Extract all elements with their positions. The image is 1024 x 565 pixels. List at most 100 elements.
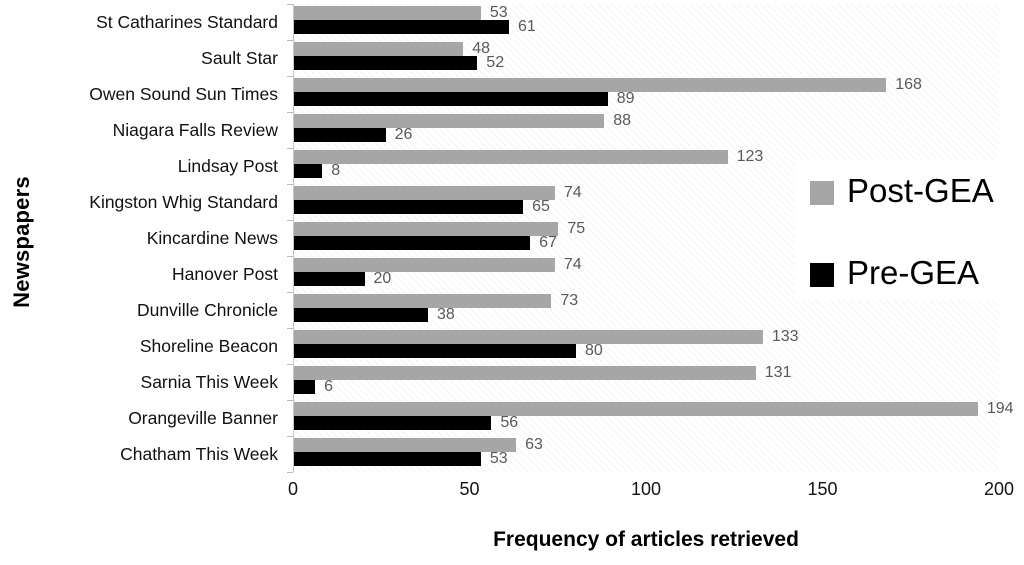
category-label: Hanover Post (171, 263, 278, 284)
bar-value-label: 89 (616, 90, 635, 107)
bar-value-label: 75 (567, 220, 586, 237)
legend-item-pre-gea: Pre-GEA (810, 254, 994, 292)
bar-line-post-gea: 133 (294, 328, 999, 345)
x-axis-tick-label: 0 (287, 479, 299, 499)
pre-gea-bar (294, 56, 478, 70)
category-label: Sarnia This Week (140, 371, 278, 392)
bar-value-label: 168 (895, 76, 922, 93)
bar-value-label: 73 (560, 292, 579, 309)
y-axis-tick-mark (287, 40, 293, 41)
y-axis-tick-mark (287, 436, 293, 437)
bar-line-pre-gea: 53 (294, 450, 999, 467)
bar-row: 73 38 (294, 292, 999, 328)
post-gea-bar (294, 42, 464, 56)
bar-line-post-gea: 75 (294, 220, 999, 237)
bar-value-label: 80 (585, 342, 603, 359)
post-gea-bar (294, 402, 978, 416)
bar-value-label: 53 (489, 4, 508, 21)
pre-gea-bar (294, 452, 481, 466)
bar-value-label: 133 (771, 328, 799, 345)
x-axis-tick-label: 100 (630, 479, 662, 499)
bar-value-label: 74 (563, 256, 582, 273)
bar-row: 74 65 (294, 184, 999, 220)
category-label: St Catharines Standard (96, 11, 278, 32)
legend: Post-GEA Pre-GEA (810, 172, 994, 292)
pre-gea-bar (294, 308, 428, 322)
category-label: Shoreline Beacon (139, 335, 278, 356)
bar-value-label: 38 (436, 306, 455, 323)
bar-row: 88 26 (294, 112, 999, 148)
category-label: Chatham This Week (120, 443, 278, 464)
bar-line-post-gea: 131 (294, 364, 999, 381)
bar-value-label: 131 (764, 364, 792, 381)
category-label: Dunville Chronicle (136, 299, 278, 320)
category-label: Lindsay Post (177, 155, 278, 176)
category-label: Kincardine News (146, 227, 278, 248)
y-axis-tick-mark (287, 112, 293, 113)
post-gea-bar (294, 258, 555, 272)
bar-value-label: 48 (472, 40, 490, 57)
pre-gea-bar (294, 416, 492, 430)
bar-line-pre-gea: 38 (294, 306, 999, 323)
bar-line-pre-gea: 8 (294, 163, 999, 179)
bar-row: 63 53 (294, 436, 999, 472)
y-axis-tick-mark (287, 292, 293, 293)
bar-line-pre-gea: 52 (294, 54, 999, 71)
bar-line-pre-gea: 26 (294, 126, 999, 143)
bar-line-post-gea: 53 (294, 4, 999, 21)
post-gea-bar (294, 150, 728, 164)
bar-row: 75 67 (294, 220, 999, 256)
post-gea-bar (294, 114, 605, 128)
post-gea-swatch-icon (810, 180, 834, 205)
bar-line-pre-gea: 67 (294, 234, 999, 251)
y-axis-tick-mark (287, 220, 293, 221)
post-gea-bar (294, 78, 887, 92)
pre-gea-bar (294, 272, 365, 286)
pre-gea-bar (294, 236, 531, 250)
bar-value-label: 52 (486, 54, 505, 71)
bar-row: 131 6 (294, 364, 999, 400)
bar-line-post-gea: 168 (294, 76, 999, 93)
bar-line-pre-gea: 6 (294, 379, 999, 395)
bar-line-post-gea: 48 (294, 40, 999, 57)
legend-label: Post-GEA (847, 172, 994, 209)
bar-value-label: 53 (489, 450, 508, 467)
bar-row: 123 8 (294, 148, 999, 184)
bar-line-post-gea: 74 (294, 256, 999, 273)
legend-item-post-gea: Post-GEA (810, 172, 994, 210)
x-axis-tick-label: 200 (983, 479, 1015, 499)
category-label: Owen Sound Sun Times (89, 83, 278, 104)
bar-row: 168 89 (294, 76, 999, 112)
post-gea-bar (294, 330, 763, 344)
category-labels: St Catharines Standard Sault Star Owen Sou… (0, 4, 278, 472)
pre-gea-bar (294, 92, 608, 106)
bar-row: 48 52 (294, 40, 999, 76)
post-gea-bar (294, 366, 756, 380)
category-label: Sault Star (201, 47, 278, 68)
bar-row: 133 80 (294, 328, 999, 364)
bar-value-label: 88 (613, 112, 631, 129)
bar-line-post-gea: 73 (294, 292, 999, 309)
bar-line-pre-gea: 65 (294, 198, 999, 215)
post-gea-bar (294, 438, 517, 452)
bar-value-label: 26 (394, 126, 413, 143)
bar-value-label: 61 (518, 18, 536, 35)
y-axis-tick-mark (287, 76, 293, 77)
pre-gea-swatch-icon (810, 262, 834, 287)
bar-value-label: 123 (736, 148, 764, 165)
bar-value-label: 65 (532, 198, 550, 215)
y-axis-tick-mark (287, 148, 293, 149)
pre-gea-bar (294, 164, 323, 178)
post-gea-bar (294, 6, 481, 20)
bar-line-post-gea: 63 (294, 436, 999, 453)
bar-value-label: 56 (500, 414, 519, 431)
bar-line-pre-gea: 56 (294, 414, 999, 431)
bar-value-label: 63 (525, 436, 543, 453)
y-axis-tick-mark (287, 4, 293, 5)
post-gea-bar (294, 294, 552, 308)
x-axis-tick-label: 150 (807, 479, 838, 499)
x-axis-ticks: 0 50 100 150 200 (288, 479, 1014, 501)
bar-value-label: 67 (539, 234, 557, 251)
y-axis-tick-mark (287, 256, 293, 257)
bar-row: 53 61 (294, 4, 999, 40)
